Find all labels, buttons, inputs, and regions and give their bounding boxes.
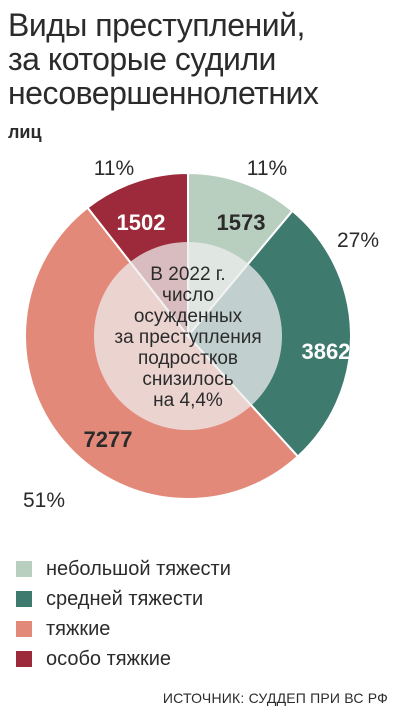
data-label: 7277 [84, 427, 133, 452]
chart-title: Виды преступлений, за которые судили нес… [8, 8, 396, 110]
legend-swatch [16, 621, 32, 637]
legend: небольшой тяжести средней тяжести тяжкие… [16, 554, 231, 674]
source-note: ИСТОЧНИК: СУДДЕП ПРИ ВС РФ [162, 690, 388, 706]
percent-label: 27% [337, 229, 379, 252]
legend-item: средней тяжести [16, 584, 231, 614]
legend-swatch [16, 651, 32, 667]
legend-label: тяжкие [46, 617, 111, 640]
legend-label: небольшой тяжести [46, 557, 231, 580]
center-text-line: число [162, 285, 214, 306]
title-line: несовершеннолетних [8, 75, 319, 111]
title-line: за которые судили [8, 41, 276, 77]
center-text-line: В 2022 г. [150, 264, 225, 285]
legend-label: средней тяжести [46, 587, 204, 610]
legend-swatch [16, 591, 32, 607]
legend-item: тяжкие [16, 614, 231, 644]
data-label: 3862 [302, 339, 351, 364]
legend-swatch [16, 561, 32, 577]
legend-label: особо тяжкие [46, 647, 172, 670]
center-circle [94, 242, 282, 430]
percent-label: 51% [23, 489, 65, 512]
title-tail: лиц [8, 122, 42, 142]
center-text-line: снизилось [142, 369, 233, 390]
center-text-line: на 4,4% [153, 390, 223, 411]
percent-label: 11% [247, 157, 287, 180]
title-line: Виды преступлений, [8, 7, 305, 43]
center-text-line: за преступления [114, 327, 261, 348]
legend-item: особо тяжкие [16, 644, 231, 674]
data-label: 1502 [117, 210, 166, 235]
legend-item: небольшой тяжести [16, 554, 231, 584]
data-label: 1573 [217, 210, 266, 235]
center-text-line: осужденных [134, 306, 243, 327]
percent-label: 11% [94, 157, 134, 180]
center-text-line: подростков [138, 348, 238, 369]
slice-labels: 1573 11% 3862 27% 7277 51% 1502 11% [23, 157, 379, 512]
